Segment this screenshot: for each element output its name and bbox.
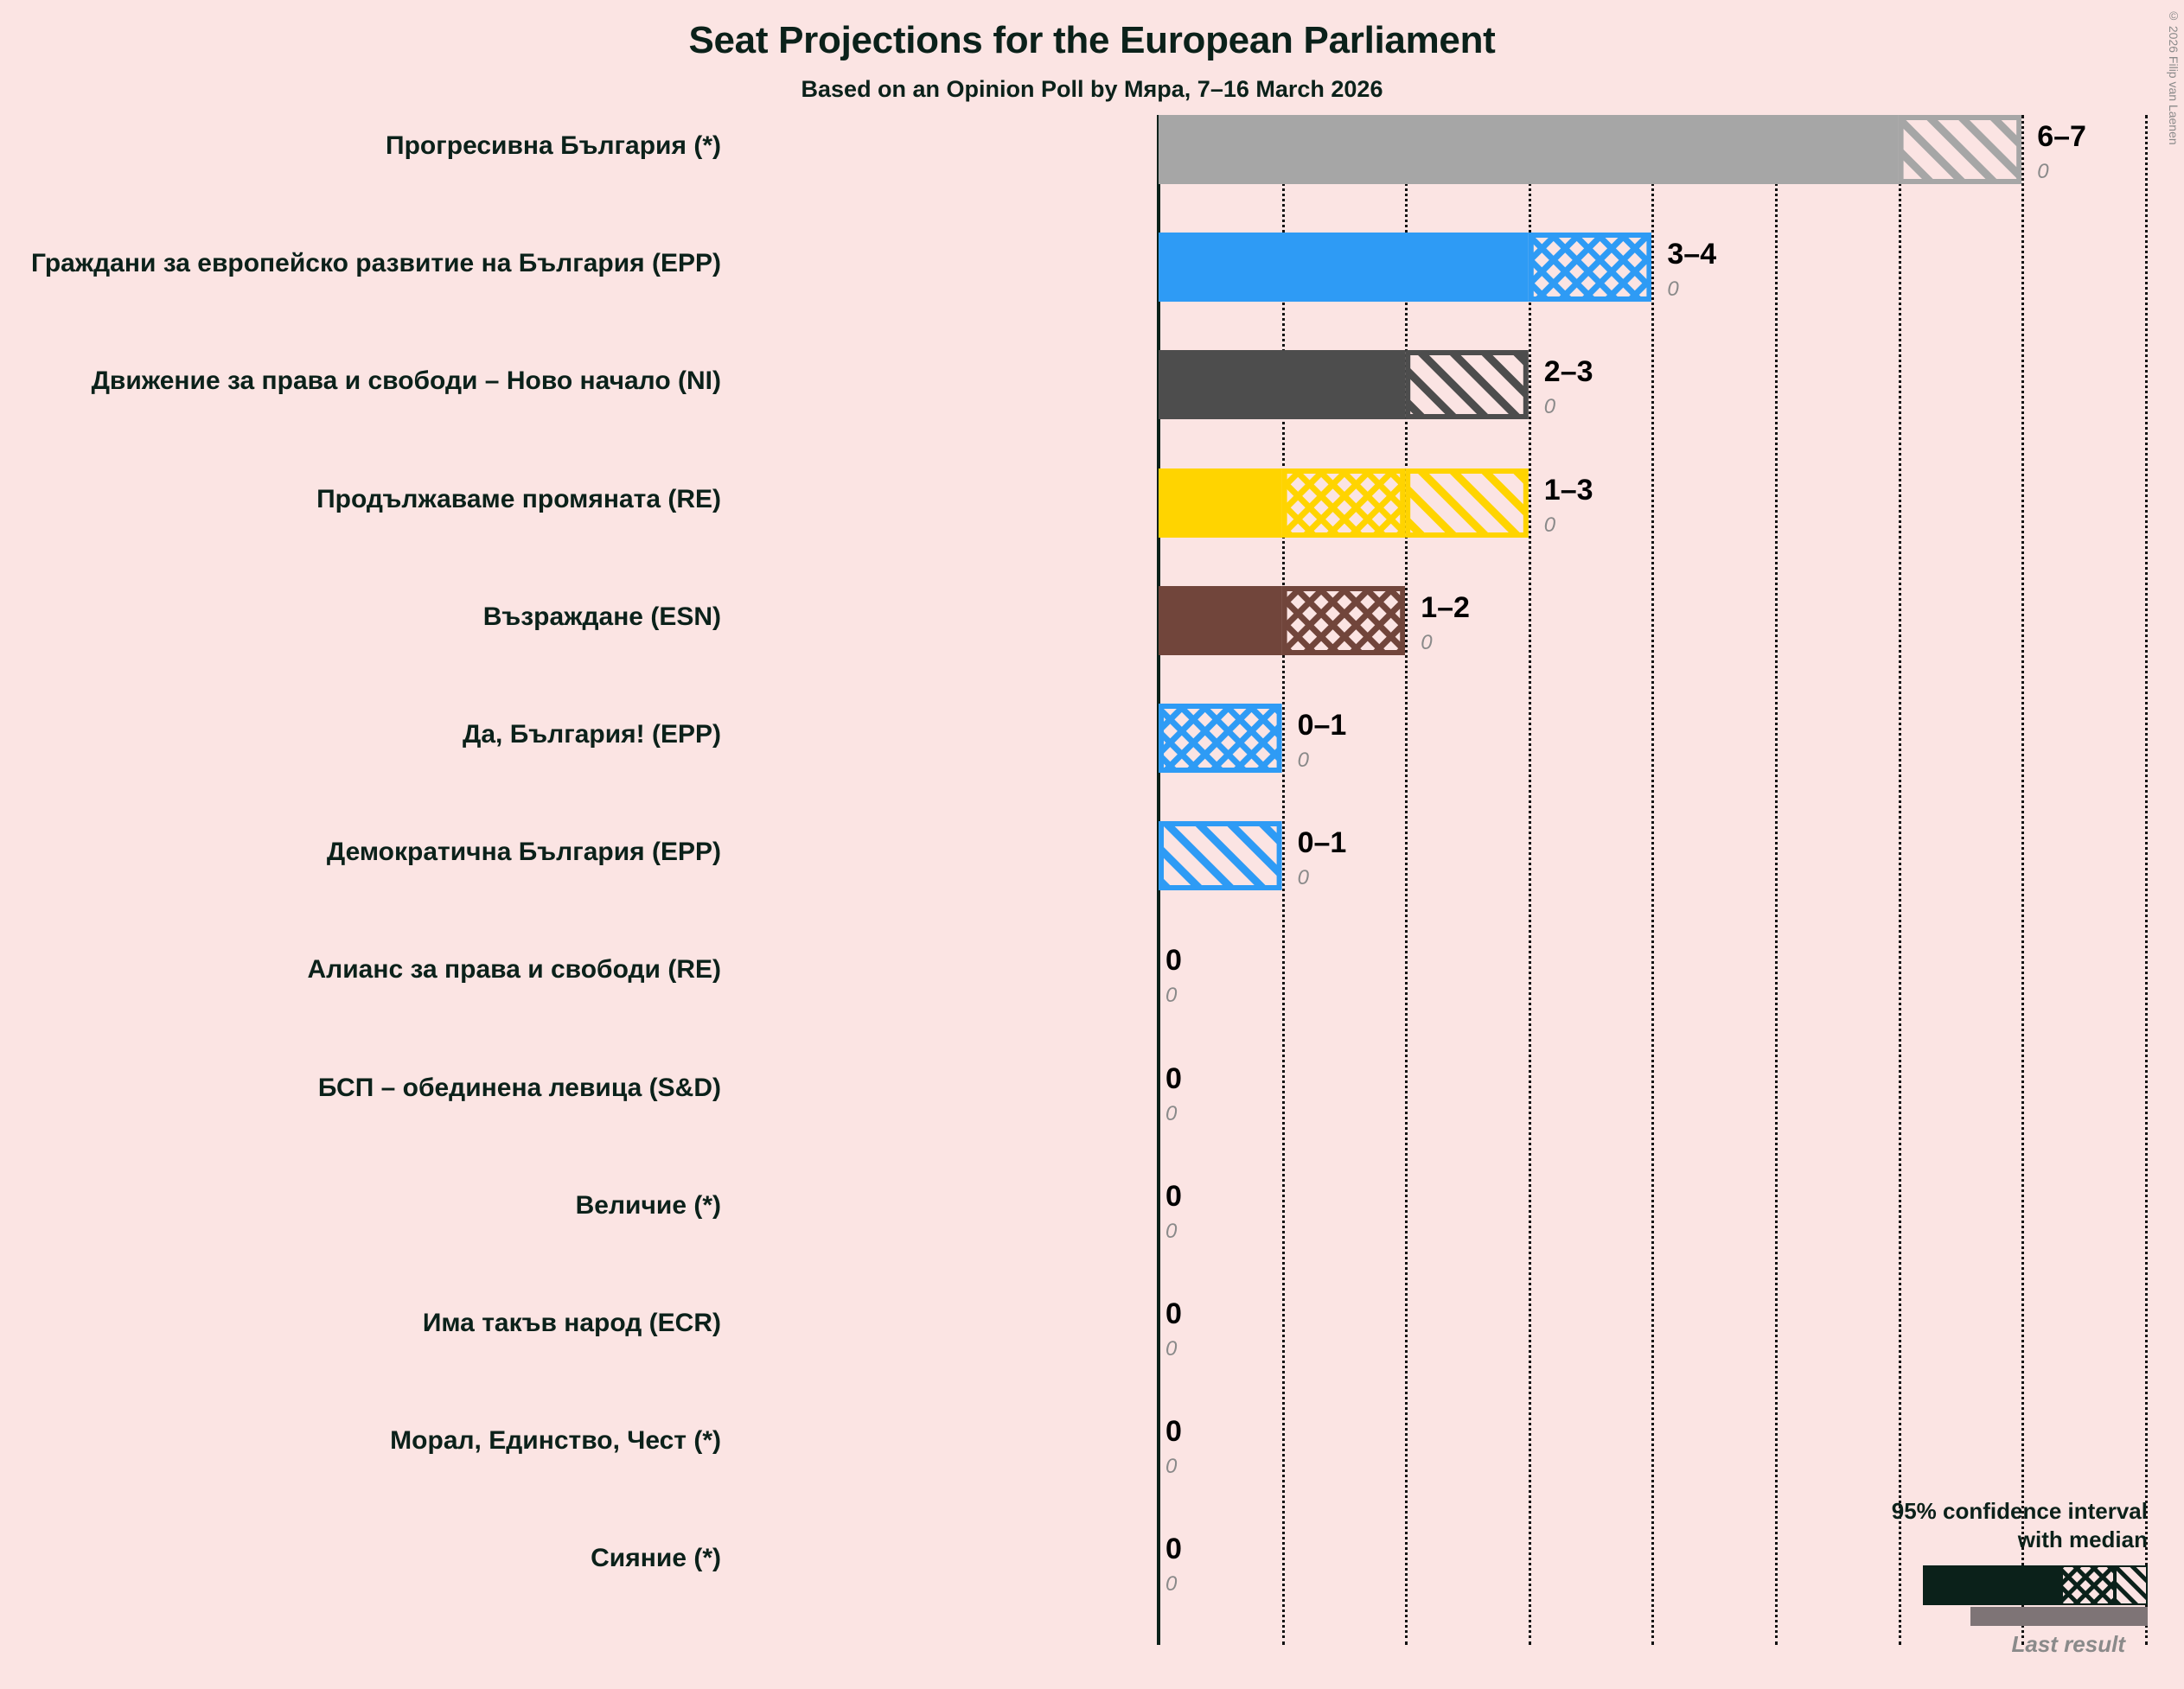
seat-range-value: 0 xyxy=(1165,1415,1182,1449)
bar-3 xyxy=(1159,350,1529,420)
legend-title: 95% confidence interval with median xyxy=(1741,1497,2148,1553)
bar-6 xyxy=(1159,704,1282,773)
last-result-value: 0 xyxy=(1165,984,1178,1008)
party-label: Движение за права и свободи – Ново начал… xyxy=(91,366,721,396)
gridline-2 xyxy=(1405,115,1408,1645)
gridline-1 xyxy=(1281,115,1285,1645)
party-label: Възраждане (ESN) xyxy=(482,602,721,631)
legend-last-result-label: Last result xyxy=(2011,1631,2126,1657)
party-label: Граждани за европейско развитие на Бълга… xyxy=(30,249,721,278)
last-result-value: 0 xyxy=(1421,630,1433,654)
bar-segment-solid xyxy=(1159,233,1529,303)
bar-5 xyxy=(1159,585,1406,655)
last-result-value: 0 xyxy=(1165,1219,1178,1243)
last-result-value: 0 xyxy=(1165,1337,1178,1361)
seat-range-value: 1–2 xyxy=(1421,590,1470,624)
bar-segment-solid xyxy=(1159,350,1406,420)
party-label: Да, България! (EPP) xyxy=(462,720,721,749)
bar-segment-upper xyxy=(1405,468,1529,538)
seat-range-value: 0 xyxy=(1165,1179,1182,1213)
gridline-5 xyxy=(1775,115,1778,1645)
gridline-6 xyxy=(1898,115,1901,1645)
bar-2 xyxy=(1159,233,1652,303)
party-label: Алианс за права и свободи (RE) xyxy=(307,955,722,985)
bar-segment-median xyxy=(1281,585,1406,655)
gridline-3 xyxy=(1528,115,1531,1645)
legend-sample-bar xyxy=(1923,1565,2148,1605)
last-result-value: 0 xyxy=(1297,749,1309,772)
party-label: Продължаваме промяната (RE) xyxy=(316,484,721,513)
party-label: Демократична България (EPP) xyxy=(326,838,721,867)
seat-range-value: 0 xyxy=(1165,1533,1182,1566)
bar-segment-solid xyxy=(1159,585,1282,655)
seat-range-value: 2–3 xyxy=(1543,355,1593,389)
last-result-value: 0 xyxy=(1165,1455,1178,1479)
bar-7 xyxy=(1159,821,1282,891)
bar-segment-median xyxy=(1281,468,1406,538)
bar-segment-median xyxy=(1528,233,1652,303)
gridline-7 xyxy=(2021,115,2025,1645)
seat-range-value: 1–3 xyxy=(1543,473,1593,507)
legend-title-line2: with median xyxy=(2017,1526,2148,1552)
bar-segment-upper xyxy=(1405,350,1529,420)
legend: 95% confidence interval with median Last… xyxy=(1741,1497,2148,1658)
bar-segment-median xyxy=(1159,704,1282,773)
bar-1 xyxy=(1159,115,2022,184)
party-label: Сияние (*) xyxy=(591,1544,721,1573)
seat-range-value: 0–1 xyxy=(1297,709,1347,742)
gridline-8 xyxy=(2144,115,2148,1645)
copyright-notice: © 2026 Filip van Laenen xyxy=(2167,9,2181,145)
seat-range-value: 3–4 xyxy=(1667,238,1717,271)
page-title: Seat Projections for the European Parlia… xyxy=(688,19,1496,61)
seat-range-value: 6–7 xyxy=(2037,120,2086,153)
last-result-value: 0 xyxy=(1543,395,1556,419)
bar-segment-solid xyxy=(1159,468,1282,538)
last-result-value: 0 xyxy=(1165,1572,1178,1597)
party-label: Морал, Единство, Чест (*) xyxy=(390,1426,721,1456)
seat-range-value: 0 xyxy=(1165,1297,1182,1330)
last-result-value: 0 xyxy=(1165,1101,1178,1125)
seat-range-value: 0 xyxy=(1165,1061,1182,1095)
seat-range-value: 0 xyxy=(1165,944,1182,978)
party-label: Прогресивна България (*) xyxy=(386,131,721,160)
bar-segment-upper xyxy=(1159,821,1282,891)
last-result-value: 0 xyxy=(1297,866,1309,890)
party-label: Величие (*) xyxy=(575,1190,721,1220)
bar-segment-upper xyxy=(1898,115,2022,184)
party-label: БСП – обединена левица (S&D) xyxy=(317,1073,721,1102)
party-label: Има такъв народ (ECR) xyxy=(422,1309,721,1337)
last-result-value: 0 xyxy=(1543,513,1556,537)
bar-segment-solid xyxy=(1159,115,1899,184)
seat-range-value: 0–1 xyxy=(1297,826,1347,860)
legend-title-line1: 95% confidence interval xyxy=(1891,1498,2148,1524)
gridline-4 xyxy=(1651,115,1655,1645)
last-result-value: 0 xyxy=(1667,277,1679,302)
legend-last-result-bar xyxy=(1970,1607,2148,1626)
chart-subtitle: Based on an Opinion Poll by Мяра, 7–16 M… xyxy=(801,76,1383,102)
last-result-value: 0 xyxy=(2037,160,2049,183)
bar-4 xyxy=(1159,468,1529,538)
